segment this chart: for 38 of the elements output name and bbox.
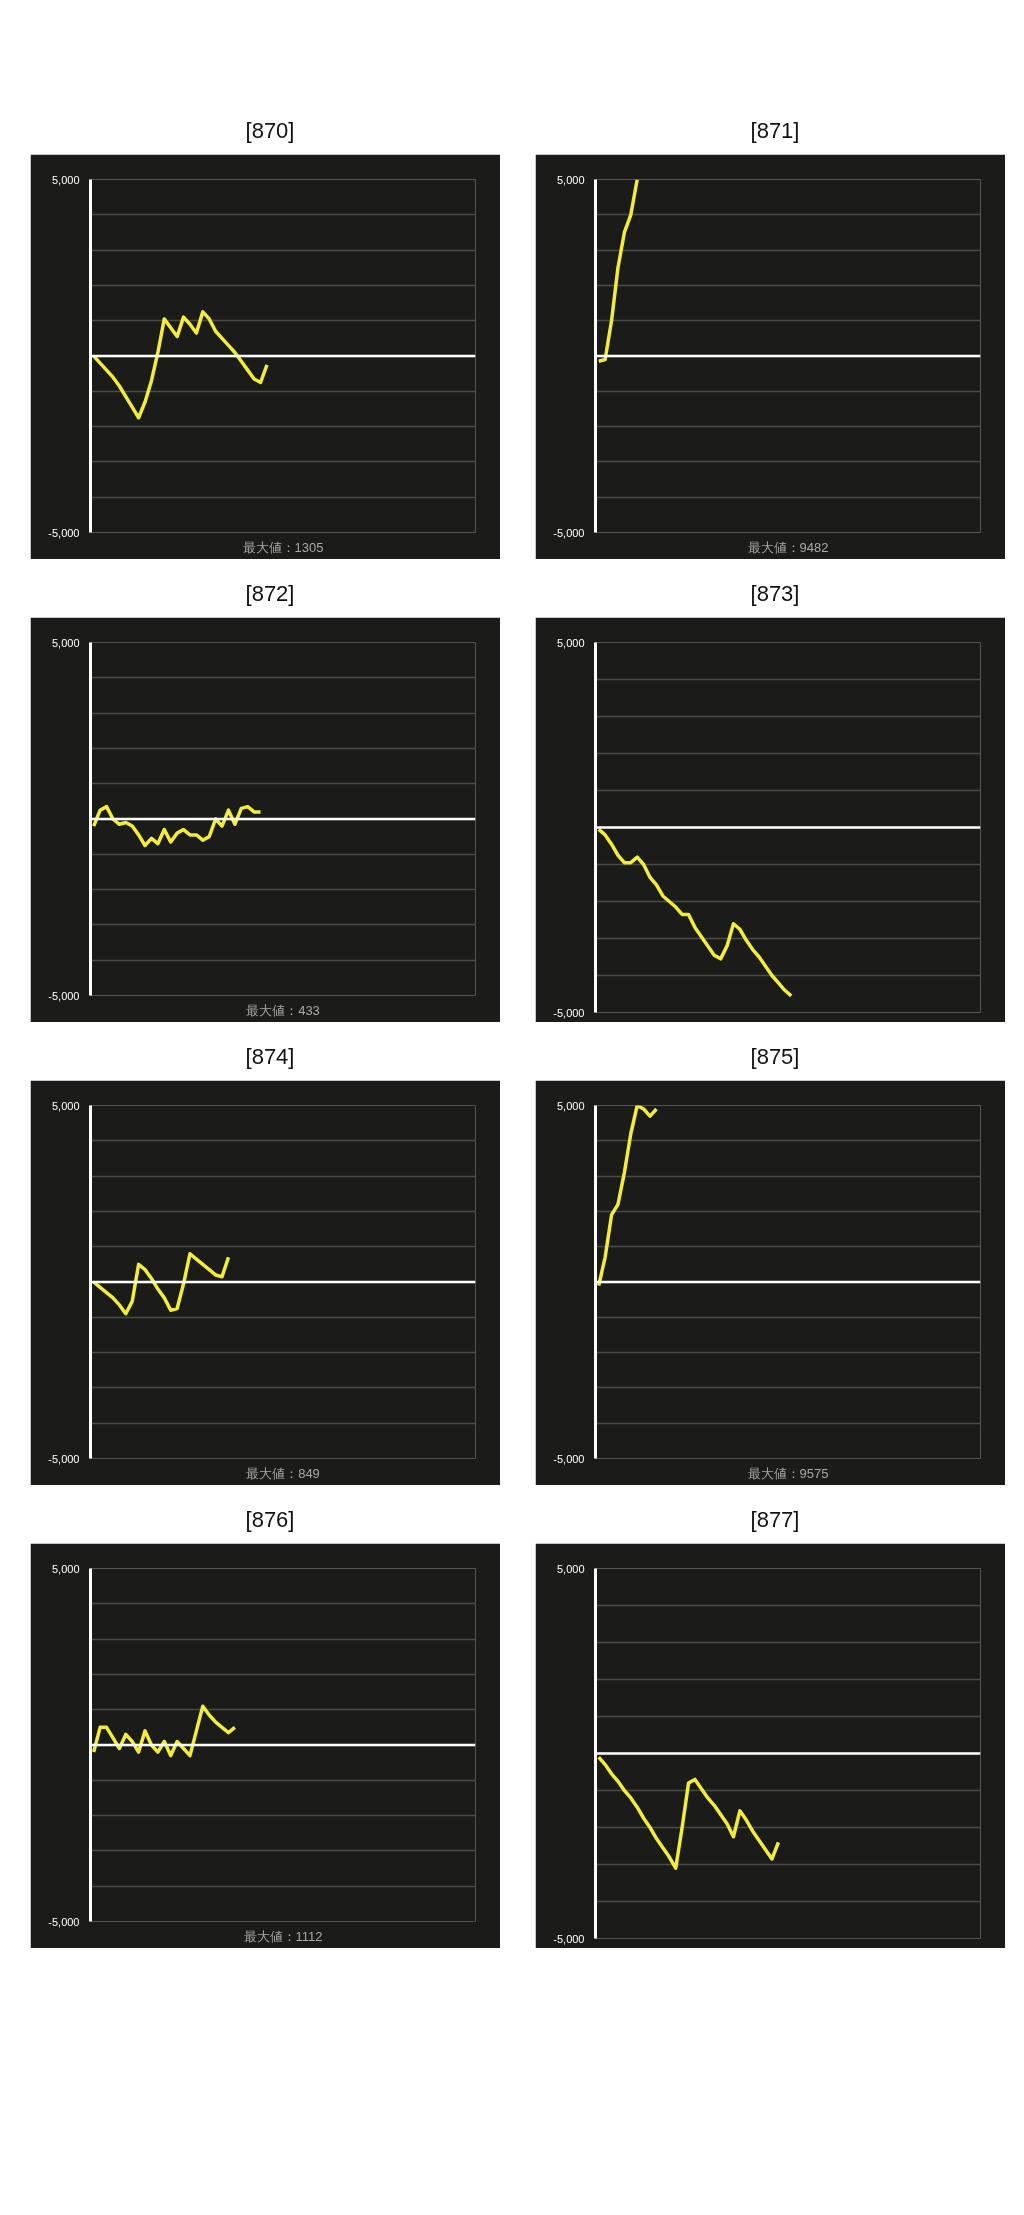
- y-tick-label: 5,000: [556, 636, 585, 649]
- line-series: [91, 804, 263, 848]
- y-tick-label: -5,000: [553, 1452, 585, 1465]
- chart-title: [874]: [245, 1043, 295, 1071]
- text: 最大値：9575: [747, 1465, 829, 1481]
- chart-title: [877]: [750, 1506, 800, 1534]
- chart-title: [876]: [245, 1506, 295, 1534]
- line-series: [596, 1105, 659, 1288]
- y-tick-label: -5,000: [48, 526, 80, 539]
- y-tick-label: -5,000: [553, 526, 585, 539]
- y-tick-label: 5,000: [51, 173, 80, 186]
- text: 最大値：433: [246, 1002, 320, 1018]
- y-tick-label: -5,000: [48, 1915, 80, 1928]
- y-tick-label: -5,000: [48, 1452, 80, 1465]
- text: 最大値：9482: [747, 539, 829, 555]
- chart-title: [871]: [750, 117, 800, 145]
- chart-title: [873]: [750, 580, 800, 608]
- text: 最大値：1112: [243, 1928, 323, 1944]
- y-tick-label: 5,000: [51, 1562, 80, 1575]
- y-tick-label: -5,000: [553, 1932, 585, 1945]
- y-tick-label: 5,000: [556, 1562, 585, 1575]
- line-series: [91, 1704, 237, 1758]
- y-tick-label: 5,000: [556, 173, 585, 186]
- line-series: [596, 1755, 781, 1870]
- line-series: [91, 1252, 231, 1316]
- line-series: [91, 310, 269, 420]
- y-tick-label: -5,000: [48, 989, 80, 1002]
- line-series: [596, 179, 639, 364]
- chart-title: [870]: [245, 117, 295, 145]
- y-tick-label: 5,000: [51, 636, 80, 649]
- chart-title: [872]: [245, 580, 295, 608]
- y-tick-label: -5,000: [553, 1006, 585, 1019]
- y-tick-label: 5,000: [51, 1099, 80, 1112]
- text: 最大値：1305: [242, 539, 324, 555]
- text: 最大値：849: [246, 1465, 320, 1481]
- line-series: [596, 827, 793, 998]
- y-tick-label: 5,000: [556, 1099, 585, 1112]
- chart-title: [875]: [750, 1043, 800, 1071]
